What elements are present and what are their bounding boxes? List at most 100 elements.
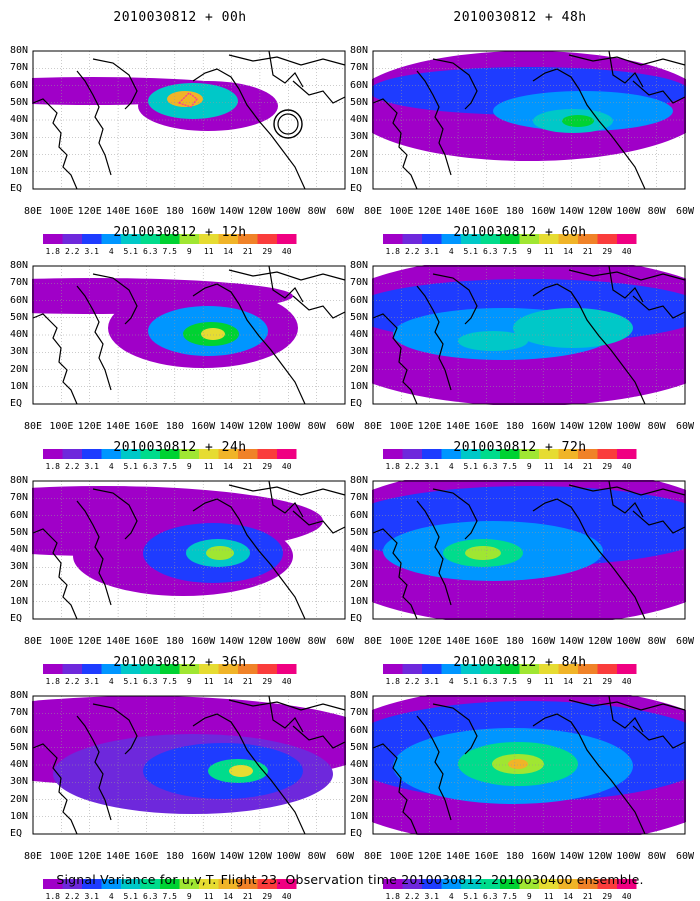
colorbar-label: 4 <box>108 462 114 471</box>
colorbar-swatch <box>121 234 141 244</box>
coastline <box>76 70 112 176</box>
colorbar-label: 7.5 <box>162 892 177 901</box>
coastline <box>568 54 686 66</box>
coastline <box>32 528 78 620</box>
coastline <box>632 80 686 104</box>
colorbar-swatch <box>500 879 520 889</box>
lat-label: 80N <box>10 45 29 56</box>
map-plot <box>372 50 686 190</box>
coastline <box>92 58 138 110</box>
colorbar-swatch <box>441 449 461 459</box>
colorbar-swatch <box>160 879 180 889</box>
colorbar-label: 40 <box>621 247 632 256</box>
colorbar-swatch <box>179 879 199 889</box>
colorbar-label: 2.2 <box>405 892 420 901</box>
lon-label: 160W <box>191 851 216 862</box>
variance-contour <box>458 331 528 351</box>
colorbar-label: 14 <box>223 892 234 901</box>
coastline <box>192 68 240 90</box>
coastline <box>292 510 346 534</box>
lat-label: 60N <box>10 724 29 736</box>
panel-title: 2010030812 + 36h <box>113 655 247 670</box>
colorbar-swatch <box>558 879 578 889</box>
map-panel-24h: 2010030812 + 24h 80N 70N 60N 50N 40N 30N 20N 10… <box>10 440 354 686</box>
colorbar-label: 40 <box>281 462 292 471</box>
lat-label: EQ <box>350 183 363 194</box>
lon-label: 140W <box>219 421 244 432</box>
colorbar-swatch <box>82 449 102 459</box>
coastline <box>228 699 346 711</box>
lon-label: 120E <box>417 851 442 862</box>
lon-label: 80W <box>647 421 666 432</box>
colorbar-swatch <box>578 879 598 889</box>
lon-label: 180 <box>505 421 524 432</box>
colorbar-label: 21 <box>582 462 593 471</box>
lon-label: 100W <box>616 206 641 217</box>
colorbar-label: 1.8 <box>385 462 400 471</box>
lon-label: 100E <box>49 421 74 432</box>
lon-label: 100W <box>276 206 301 217</box>
colorbar-label: 1.8 <box>385 677 400 686</box>
colorbar-label: 14 <box>563 462 574 471</box>
lon-label: 160E <box>134 851 159 862</box>
colorbar-label: 21 <box>242 462 253 471</box>
colorbar-swatch <box>62 879 82 889</box>
colorbar-label: 6.3 <box>483 677 498 686</box>
lon-label: 80E <box>363 636 383 647</box>
lon-label: 160W <box>531 421 556 432</box>
colorbar-swatch <box>461 234 481 244</box>
colorbar-label: 5.1 <box>463 892 478 901</box>
colorbar-swatch <box>199 449 219 459</box>
coastline <box>32 98 78 190</box>
colorbar-swatch <box>121 664 141 674</box>
colorbar-label: 9 <box>186 677 192 686</box>
colorbar-label: 4 <box>448 677 454 686</box>
colorbar-swatch <box>62 664 82 674</box>
lon-label: 160E <box>474 421 499 432</box>
map-frame: 80N 70N 60N 50N 40N 30N 20N 10N EQ 80E 100E 120E 140… <box>350 466 694 687</box>
colorbar-label: 29 <box>262 462 273 471</box>
lon-label: 140W <box>219 636 244 647</box>
lat-label: 60N <box>10 294 29 306</box>
lat-label: 50N <box>10 526 29 538</box>
map-plot <box>32 50 346 190</box>
colorbar-swatch <box>480 664 500 674</box>
colorbar-swatch <box>402 664 422 674</box>
colorbar-swatch <box>199 664 219 674</box>
coastline <box>372 98 418 190</box>
variance-contour <box>167 91 203 107</box>
coastline <box>92 703 138 755</box>
lat-label: 70N <box>350 277 369 289</box>
colorbar-swatch <box>43 879 63 889</box>
colorbar-label: 11 <box>543 677 554 686</box>
lat-label: 80N <box>350 475 369 486</box>
lon-label: 60W <box>675 421 695 432</box>
colorbar: 1.8 2.2 3.1 4 5.1 6.3 7.5 9 11 14 21 29 40 <box>382 663 638 686</box>
map-frame: 80N 70N 60N 50N 40N 30N 20N 10N EQ 80E 100E 120E 140… <box>350 36 694 257</box>
lon-label: 180 <box>505 206 524 217</box>
lat-label: 80N <box>10 690 29 701</box>
colorbar-label: 5.1 <box>123 892 138 901</box>
colorbar-swatch <box>441 879 461 889</box>
lon-label: 160W <box>531 206 556 217</box>
colorbar: 1.8 2.2 3.1 4 5.1 6.3 7.5 9 11 14 21 29 40 <box>42 663 298 686</box>
lon-label: 60W <box>675 636 695 647</box>
lon-label: 80W <box>307 851 326 862</box>
colorbar-label: 2.2 <box>405 247 420 256</box>
coastline <box>372 528 418 620</box>
coastline <box>632 510 686 534</box>
colorbar-swatch <box>597 234 617 244</box>
coastline <box>608 265 644 303</box>
colorbar-label: 40 <box>281 677 292 686</box>
lat-label: 30N <box>350 346 369 358</box>
lat-label: 20N <box>10 363 29 375</box>
colorbar-label: 5.1 <box>463 462 478 471</box>
colorbar-swatch <box>558 234 578 244</box>
colorbar-label: 21 <box>242 247 253 256</box>
colorbar-label: 11 <box>543 892 554 901</box>
colorbar-swatch <box>617 449 637 459</box>
colorbar-label: 1.8 <box>385 247 400 256</box>
colorbar-label: 40 <box>281 892 292 901</box>
colorbar-label: 29 <box>262 677 273 686</box>
coastline <box>238 88 306 190</box>
